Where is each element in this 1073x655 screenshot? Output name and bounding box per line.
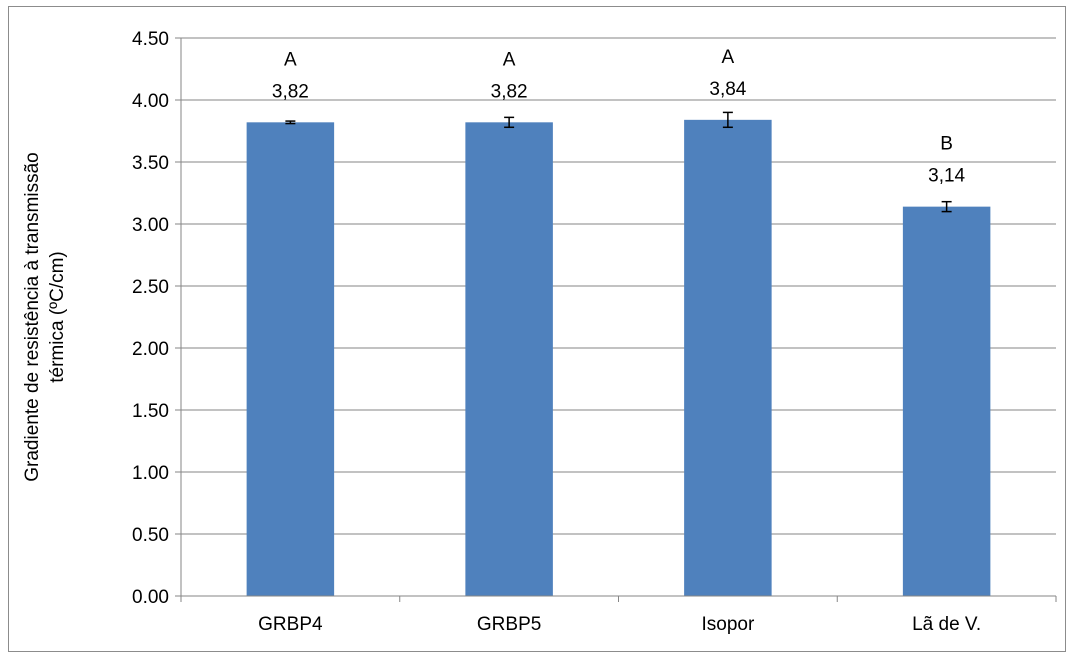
y-tick-label: 2.50 [132, 277, 169, 298]
labels: 0.00 0.50 1.00 1.50 2.00 2.50 3.00 3.50 4.00 4.50… [22, 29, 981, 635]
bar [902, 206, 991, 596]
y-axis-title-line: térmica (ºC/cm) [47, 251, 68, 383]
y-tick-label: 3.00 [132, 215, 169, 236]
x-tick-label: GRBP4 [258, 614, 323, 635]
y-tick-label: 4.00 [132, 91, 169, 112]
y-axis-title-line: Gradiente de resistência à transmissão [22, 152, 43, 482]
y-tick-label: 1.50 [132, 401, 169, 422]
y-tick-label: 4.50 [132, 29, 169, 50]
y-tick-label: 0.50 [132, 525, 169, 546]
y-tick-label: 2.00 [132, 339, 169, 360]
y-tick-label: 0.00 [132, 587, 169, 608]
x-tick-label: Lã de V. [912, 614, 981, 635]
data-label: 3,82 [272, 81, 309, 102]
y-tick-label: 3.50 [132, 153, 169, 174]
data-label: 3,82 [491, 81, 528, 102]
x-tick-label: Isopor [701, 614, 754, 635]
group-letter-label: B [940, 134, 953, 155]
group-letter-label: A [284, 49, 297, 70]
bar [465, 122, 553, 596]
data-label: 3,84 [709, 79, 746, 100]
bars [246, 111, 991, 596]
axes [175, 37, 1057, 602]
group-letter-label: A [503, 49, 516, 70]
y-axis-title: Gradiente de resistência à transmissão té… [22, 152, 68, 482]
data-label: 3,14 [928, 166, 965, 187]
x-tick-label: GRBP5 [477, 614, 541, 635]
group-letter-label: A [722, 47, 735, 68]
bar [684, 119, 772, 596]
bar [246, 122, 335, 596]
y-tick-label: 1.00 [132, 463, 169, 484]
